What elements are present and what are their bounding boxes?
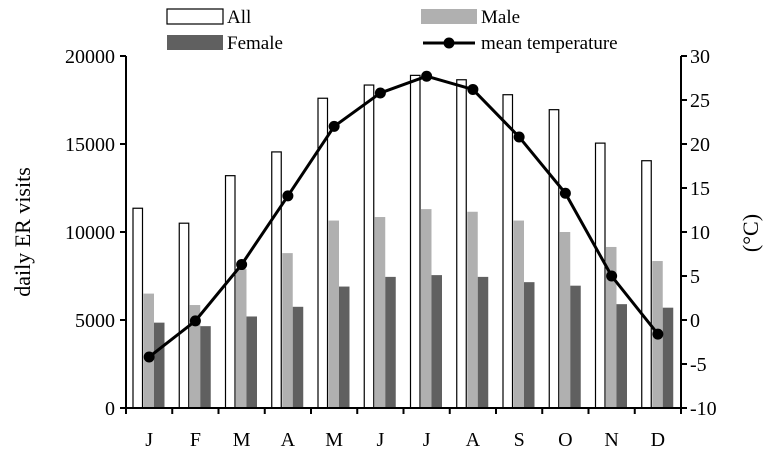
bars: [132, 74, 674, 409]
x-tick-label: A: [281, 429, 296, 451]
bar-all: [548, 109, 560, 409]
bar-female: [524, 282, 535, 408]
y2-tick-label: 30: [690, 46, 710, 68]
bar-all: [271, 151, 282, 409]
legend-swatch: [166, 8, 224, 25]
temperature-point: [652, 328, 664, 340]
bar-female: [200, 326, 211, 408]
legend-all: All: [166, 7, 251, 28]
temperature-line: [148, 74, 660, 359]
y-tick-label: 20000: [65, 46, 115, 68]
temperature-point: [189, 315, 201, 327]
legend-female: Female: [167, 33, 283, 54]
bar-all: [456, 79, 467, 409]
bar-male: [189, 305, 201, 408]
bar-all: [224, 175, 236, 409]
temperature-point: [606, 270, 618, 282]
x-tick-label: M: [325, 429, 343, 451]
temperature-point: [143, 351, 155, 363]
bar-all: [363, 84, 375, 409]
bar-male: [328, 220, 339, 408]
legend: All Male Female mean temperature: [166, 7, 618, 54]
y2-tick-label: 10: [690, 222, 710, 244]
bar-female: [570, 285, 581, 408]
y2-tick-label: -10: [690, 398, 717, 420]
y2-tick-label: -5: [690, 354, 707, 376]
axes: 0 5000 10000 15000 20000 -10 -5 0 5 10 15 20 25 30 J F M…: [65, 46, 717, 451]
legend-label: Male: [481, 7, 520, 28]
legend-male: Male: [421, 7, 520, 28]
bar-all: [409, 74, 421, 409]
bar-male: [374, 217, 386, 408]
bar-male: [606, 246, 617, 408]
x-tick-label: O: [558, 429, 572, 451]
temperature-point: [328, 120, 340, 132]
x-tick-label: M: [233, 429, 251, 451]
temperature-point: [559, 187, 571, 199]
bar-male: [236, 268, 247, 408]
bar-female: [292, 306, 304, 408]
y2-tick-label: 5: [690, 266, 700, 288]
y2-tick-label: 25: [690, 90, 710, 112]
bar-female: [616, 304, 627, 408]
legend-label: Female: [227, 33, 283, 54]
temperature-line-layer: [143, 70, 664, 363]
x-tick-label: F: [190, 429, 201, 451]
legend-label: All: [227, 7, 251, 28]
bar-all: [641, 160, 652, 409]
bar-all: [502, 94, 514, 409]
x-tick-label: N: [604, 429, 618, 451]
temperature-point: [282, 190, 294, 202]
y2-axis-title: (°C): [738, 214, 763, 252]
legend-marker-swatch: [443, 37, 455, 49]
temperature-point: [421, 70, 433, 82]
legend-swatch: [167, 35, 223, 50]
bar-female: [662, 307, 674, 408]
bar-female: [154, 322, 165, 408]
y2-tick-label: 0: [690, 310, 700, 332]
bar-female: [339, 286, 350, 408]
bar-all: [594, 142, 606, 409]
y2-tick-label: 15: [690, 178, 710, 200]
x-tick-label: A: [466, 429, 481, 451]
bar-male: [143, 293, 154, 408]
x-tick-label: D: [651, 429, 665, 451]
bar-male: [421, 209, 432, 408]
legend-mean-temperature: mean temperature: [423, 33, 618, 54]
bar-male: [559, 232, 571, 408]
y-tick-label: 0: [105, 398, 115, 420]
bar-female: [385, 276, 396, 408]
y2-tick-label: 20: [690, 134, 710, 156]
y-tick-label: 15000: [65, 134, 115, 156]
x-tick-label: J: [423, 429, 431, 451]
y-tick-label: 5000: [75, 310, 115, 332]
bar-male: [282, 253, 293, 408]
x-tick-label: S: [514, 429, 525, 451]
bar-all: [132, 207, 144, 409]
y-tick-label: 10000: [65, 222, 115, 244]
temperature-point: [467, 83, 479, 95]
x-tick-label: J: [376, 429, 384, 451]
temperature-point: [374, 87, 386, 99]
y-axis-title: daily ER visits: [10, 167, 35, 297]
bar-male: [513, 220, 524, 408]
temperature-point: [236, 259, 248, 271]
bar-female: [477, 276, 489, 408]
bar-female: [431, 275, 442, 408]
bar-all: [178, 222, 190, 409]
x-tick-label: J: [145, 429, 153, 451]
legend-swatch: [421, 9, 477, 24]
bar-female: [246, 316, 257, 408]
legend-label: mean temperature: [481, 33, 618, 54]
temperature-point: [513, 131, 525, 143]
bar-male: [467, 211, 478, 408]
